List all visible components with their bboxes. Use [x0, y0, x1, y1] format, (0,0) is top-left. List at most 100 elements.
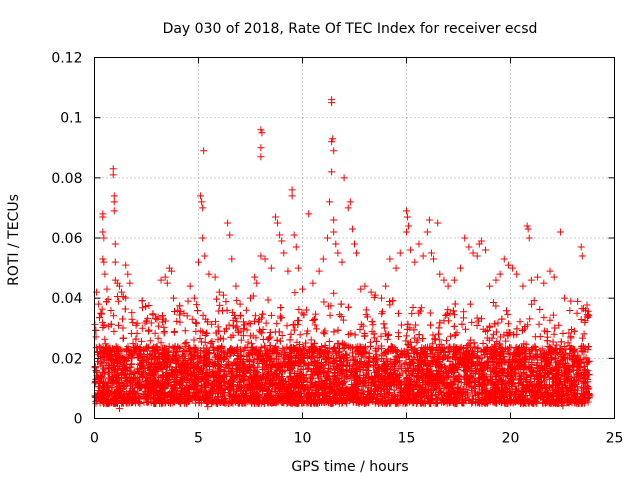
data-point: [403, 332, 411, 340]
data-point: [110, 327, 118, 335]
data-point: [145, 302, 153, 310]
data-point: [330, 289, 338, 297]
data-point: [357, 320, 365, 328]
data-point: [246, 332, 254, 340]
data-point: [459, 314, 467, 322]
data-point: [530, 297, 538, 305]
data-point: [504, 311, 512, 319]
data-point: [264, 296, 272, 304]
data-point: [219, 335, 227, 343]
data-point: [233, 318, 241, 326]
data-point: [107, 307, 115, 315]
data-point: [394, 309, 402, 317]
data-point: [98, 305, 106, 313]
data-point: [216, 301, 224, 309]
data-point: [158, 318, 166, 326]
data-point: [265, 334, 273, 342]
data-point: [516, 318, 524, 326]
data-point: [550, 330, 558, 338]
data-point: [248, 340, 256, 348]
data-point: [468, 318, 476, 326]
data-point: [250, 317, 258, 325]
data-point: [540, 314, 548, 322]
chart-title: Day 030 of 2018, Rate Of TEC Index for r…: [163, 21, 538, 37]
data-point: [326, 311, 334, 319]
data-point: [460, 308, 468, 316]
data-point: [538, 345, 546, 353]
data-point: [243, 326, 251, 334]
data-point: [502, 307, 510, 315]
data-point: [173, 317, 181, 325]
data-point: [201, 338, 209, 346]
data-point: [502, 337, 510, 345]
data-point: [328, 386, 336, 394]
data-point: [339, 316, 347, 324]
data-point: [311, 316, 319, 324]
data-point: [199, 311, 207, 319]
data-point: [453, 329, 461, 337]
data-point: [114, 297, 122, 305]
data-point: [190, 336, 198, 344]
data-point: [145, 358, 153, 366]
data-point: [536, 333, 544, 341]
data-point: [193, 301, 201, 309]
data-point: [461, 325, 469, 333]
data-point: [356, 326, 364, 334]
data-point: [273, 320, 281, 328]
data-point: [578, 305, 586, 313]
data-point: [262, 319, 270, 327]
data-point: [325, 337, 333, 345]
data-point: [92, 333, 100, 341]
data-point: [341, 351, 349, 359]
data-point: [143, 344, 151, 352]
data-point: [298, 309, 306, 317]
data-point: [359, 322, 367, 330]
data-point: [278, 332, 286, 340]
data-point: [378, 310, 386, 318]
data-point: [479, 339, 487, 347]
data-point: [397, 321, 405, 329]
data-point: [101, 335, 109, 343]
data-point: [128, 309, 136, 317]
data-point: [378, 308, 386, 316]
data-point: [362, 306, 370, 314]
data-point: [442, 311, 450, 319]
data-point: [536, 305, 544, 313]
data-point: [267, 311, 275, 319]
data-point: [494, 319, 502, 327]
data-point: [528, 300, 536, 308]
data-point: [244, 338, 252, 346]
data-point: [257, 343, 265, 351]
data-point: [181, 327, 189, 335]
data-point: [381, 324, 389, 332]
data-point: [311, 321, 319, 329]
data-point: [240, 318, 248, 326]
data-point: [320, 329, 328, 337]
data-point: [138, 304, 146, 312]
data-point: [291, 289, 299, 297]
data-point: [475, 317, 483, 325]
data-point: [196, 334, 204, 342]
data-point: [443, 337, 451, 345]
data-point: [259, 335, 267, 343]
data-point: [143, 343, 151, 351]
data-point: [401, 360, 409, 368]
data-point: [465, 340, 473, 348]
data-point: [369, 321, 377, 329]
data-point: [296, 331, 304, 339]
data-point: [383, 336, 391, 344]
data-point: [559, 330, 567, 338]
data-point: [157, 339, 165, 347]
data-point: [408, 310, 416, 318]
data-point: [397, 361, 405, 369]
data-point: [312, 325, 320, 333]
data-point: [579, 334, 587, 342]
data-point: [535, 320, 543, 328]
data-point: [382, 363, 390, 371]
data-point: [546, 316, 554, 324]
data-point: [574, 297, 582, 305]
data-point: [444, 306, 452, 314]
data-point: [176, 318, 184, 326]
data-point: [233, 296, 241, 304]
data-point: [295, 306, 303, 313]
